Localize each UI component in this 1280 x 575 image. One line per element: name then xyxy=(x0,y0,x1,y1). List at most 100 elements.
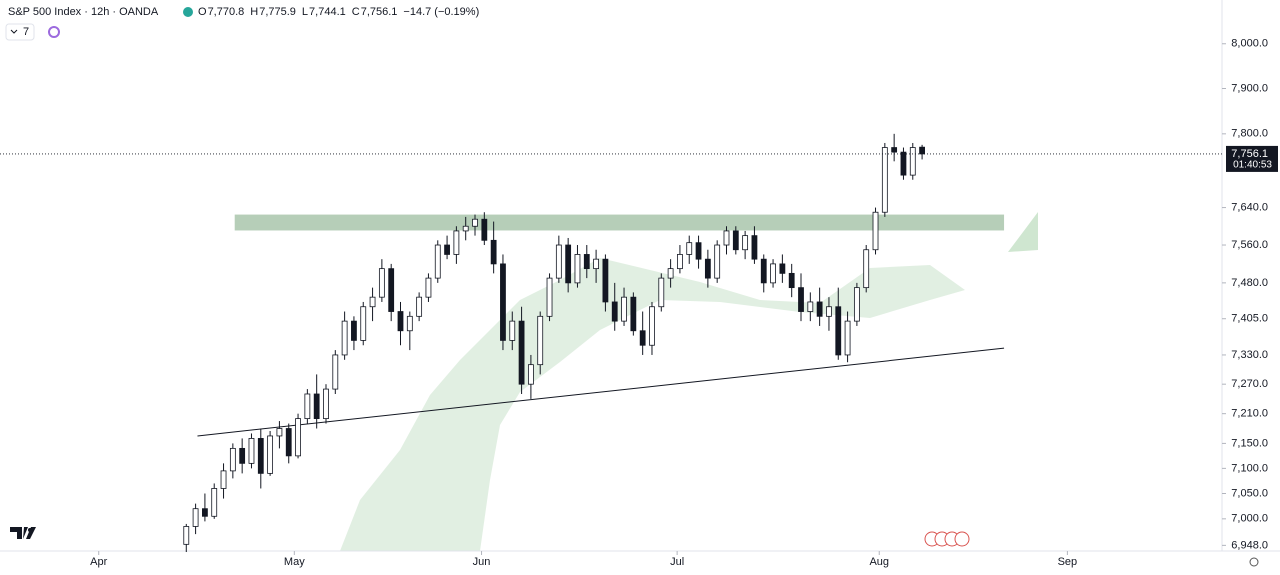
candle-body xyxy=(611,301,618,322)
x-tick-label: Aug xyxy=(869,556,889,568)
candle-body xyxy=(267,435,274,474)
x-tick-label: Apr xyxy=(90,556,107,568)
indicator-icon[interactable] xyxy=(48,26,60,38)
x-tick-label: Sep xyxy=(1058,556,1078,568)
candle-body xyxy=(826,306,832,317)
candle-body xyxy=(658,277,665,308)
candle-body xyxy=(509,320,516,341)
candle-body xyxy=(593,258,599,270)
candle-body xyxy=(760,258,767,284)
y-tick-label: 7,640.0 xyxy=(1231,201,1268,213)
candle-body xyxy=(518,320,525,385)
candle-body xyxy=(341,320,348,356)
tv-logo xyxy=(10,527,36,539)
candle-body xyxy=(602,258,609,303)
candle-body xyxy=(900,151,907,176)
y-tick-label: 8,000.0 xyxy=(1231,38,1268,50)
candle-body xyxy=(453,230,460,255)
x-tick-label: Jun xyxy=(473,556,491,568)
candle-body xyxy=(574,254,581,284)
y-tick-label: 7,330.0 xyxy=(1231,349,1268,361)
candle-body xyxy=(583,254,590,270)
legend-value: 7,756.1 xyxy=(361,6,398,18)
last-price-label: 7,756.1 xyxy=(1231,148,1268,160)
candle-body xyxy=(667,268,674,279)
candle-body xyxy=(546,277,553,317)
y-tick-label: 7,210.0 xyxy=(1231,408,1268,420)
resistance-zone xyxy=(234,214,1005,231)
candle-body xyxy=(732,230,739,251)
candle-body xyxy=(909,147,916,176)
candle-body xyxy=(788,272,795,289)
candle-body xyxy=(248,438,255,464)
candle-body xyxy=(639,330,646,346)
candle-body xyxy=(378,268,385,298)
candle-body xyxy=(872,211,879,251)
events-icons[interactable] xyxy=(924,531,970,547)
candle-body xyxy=(406,315,413,332)
candle-body xyxy=(332,354,339,390)
candle-body xyxy=(723,230,730,246)
candle-body xyxy=(388,268,395,312)
candle-body xyxy=(229,447,236,472)
candle-body xyxy=(472,218,478,227)
y-tick-label: 7,270.0 xyxy=(1231,378,1268,390)
last-price-box xyxy=(1226,145,1278,172)
indicators-toggle[interactable] xyxy=(5,23,35,41)
legend-key: O xyxy=(198,6,207,18)
market-status[interactable] xyxy=(183,7,193,17)
candle-body xyxy=(527,364,534,385)
candle-body xyxy=(360,306,367,341)
candle-body xyxy=(239,447,246,464)
candle-body xyxy=(649,306,655,346)
candle-body xyxy=(211,488,218,517)
y-tick-label: 7,050.0 xyxy=(1231,487,1268,499)
settings-icon[interactable] xyxy=(1249,557,1259,567)
candle-body xyxy=(695,242,702,260)
candle-body xyxy=(565,244,572,284)
candle-body xyxy=(704,258,711,279)
candle-body xyxy=(555,244,562,279)
ichimoku-cloud-future xyxy=(1008,212,1038,252)
candle-body xyxy=(462,225,469,232)
y-tick-label: 7,150.0 xyxy=(1231,437,1268,449)
x-tick-label: May xyxy=(284,556,305,568)
candle-body xyxy=(323,388,329,420)
candle-body xyxy=(257,438,264,474)
y-tick-label: 6,948.0 xyxy=(1231,539,1268,551)
candle-body xyxy=(183,526,190,545)
candle-body xyxy=(770,263,776,284)
candle-body xyxy=(192,508,199,527)
chevron xyxy=(10,29,18,34)
candle-body xyxy=(816,301,823,317)
candle-body xyxy=(621,296,627,322)
candle-body xyxy=(844,320,851,356)
candle-body xyxy=(742,235,749,251)
candle-body xyxy=(798,287,804,312)
candle-body xyxy=(853,287,860,322)
y-tick-label: 7,800.0 xyxy=(1231,128,1268,140)
ichimoku-cloud xyxy=(340,258,965,551)
legend-value: 7,770.8 xyxy=(208,6,245,18)
candle-body xyxy=(537,315,544,366)
candle-body xyxy=(295,418,301,457)
candle-body xyxy=(202,508,208,517)
legend-value: 7,744.1 xyxy=(309,6,346,18)
candle-body xyxy=(881,147,888,213)
legend-key: H xyxy=(250,6,258,18)
y-tick-label: 7,900.0 xyxy=(1231,82,1268,94)
candle-body xyxy=(677,254,683,270)
candle-body xyxy=(891,147,898,153)
y-tick-label: 7,560.0 xyxy=(1231,239,1268,251)
candle-body xyxy=(276,428,283,437)
indicator-count: 7 xyxy=(23,26,29,38)
x-tick-label: Jul xyxy=(670,556,684,568)
candle-body xyxy=(919,146,925,155)
candle-body xyxy=(434,244,441,279)
candle-body xyxy=(490,239,497,265)
legend-key: C xyxy=(352,6,360,18)
candle-body xyxy=(835,306,842,356)
trendline xyxy=(197,347,1005,437)
y-tick-label: 7,000.0 xyxy=(1231,513,1268,525)
